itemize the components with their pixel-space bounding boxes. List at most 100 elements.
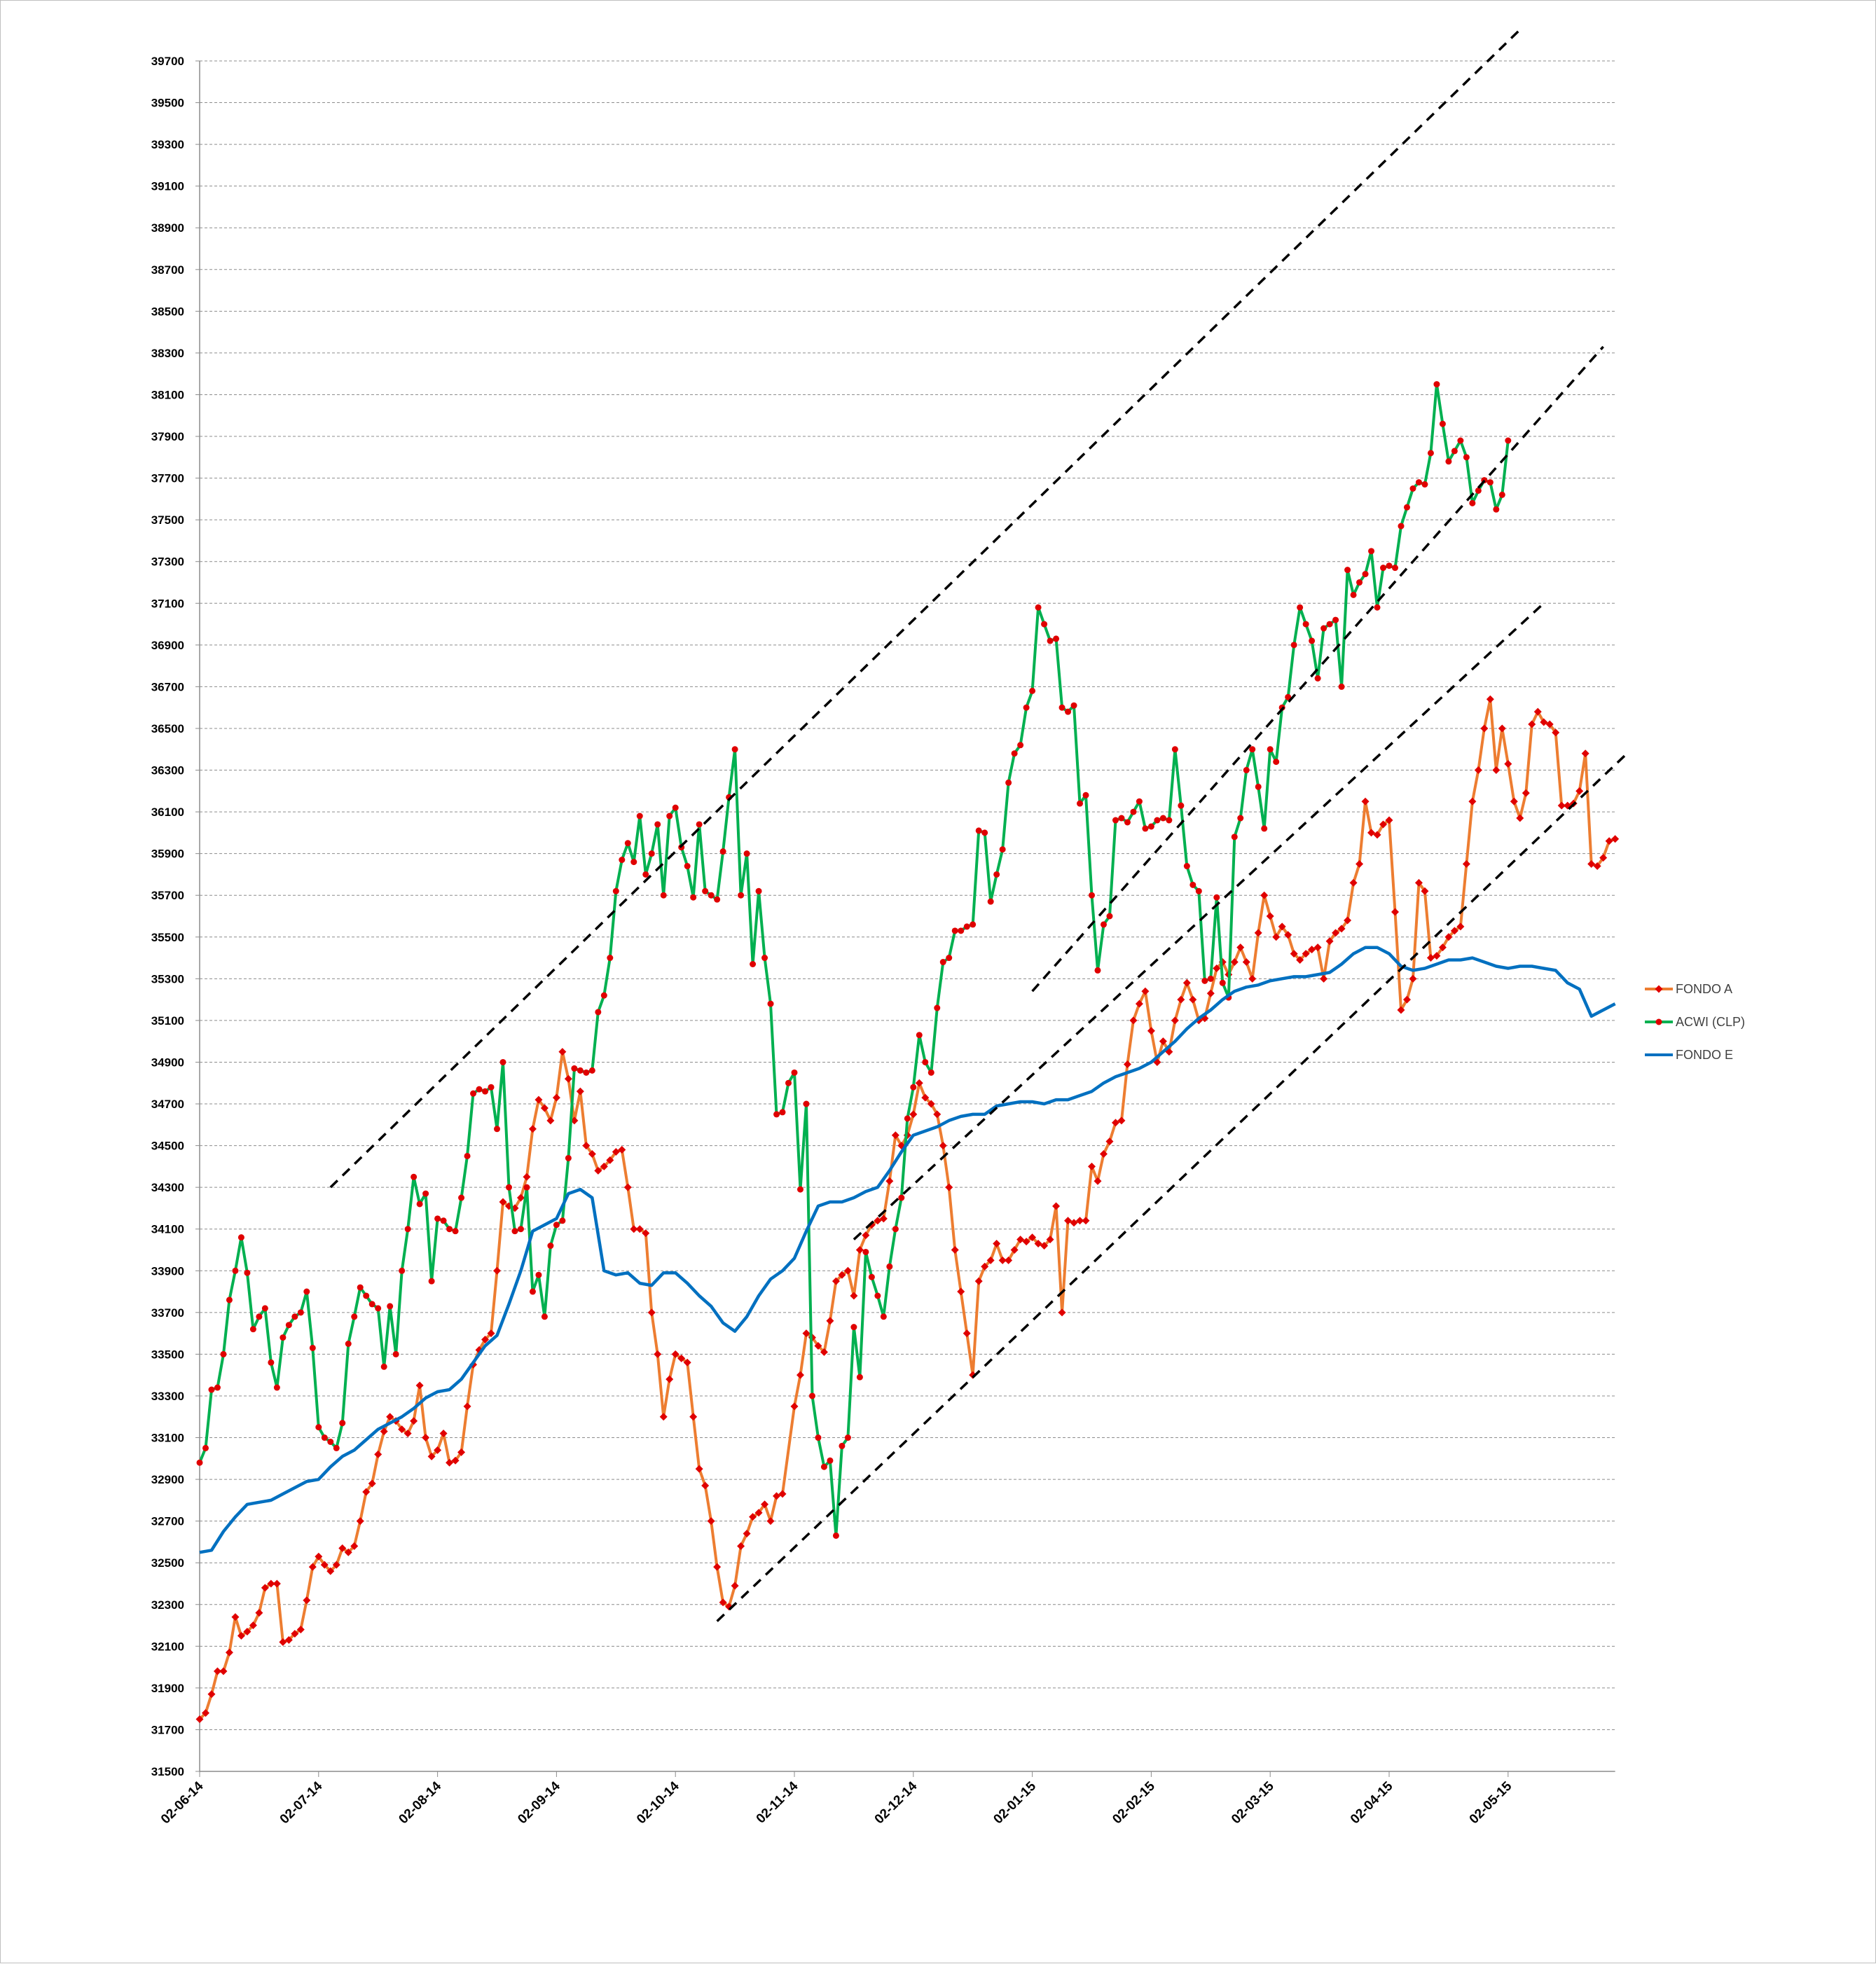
data-point-fondo-a (1094, 1177, 1102, 1185)
data-point-fondo-a (642, 1229, 650, 1238)
data-point-acwi-clp (1207, 975, 1214, 982)
data-point-acwi-clp (779, 1109, 786, 1116)
data-point-fondo-a (1016, 1236, 1025, 1244)
data-point-fondo-a (981, 1262, 989, 1271)
data-point-acwi-clp (1041, 621, 1048, 628)
data-point-acwi-clp (839, 1442, 846, 1449)
data-point-acwi-clp (470, 1090, 477, 1097)
data-point-acwi-clp (458, 1194, 465, 1201)
data-point-acwi-clp (660, 892, 667, 899)
y-tick-label: 37300 (151, 555, 184, 569)
data-point-acwi-clp (1314, 675, 1321, 682)
data-point-fondo-a (195, 1715, 204, 1724)
data-point-fondo-a (749, 1513, 757, 1521)
y-tick-label: 35300 (151, 972, 184, 986)
data-point-acwi-clp (1077, 800, 1084, 807)
data-point-acwi-clp (1029, 687, 1036, 694)
data-point-acwi-clp (886, 1263, 893, 1270)
y-tick-labels: 31500 31700 31900 32100 32300 32500 32700 32900… (151, 55, 184, 1778)
data-point-fondo-a (552, 1093, 560, 1102)
data-point-acwi-clp (196, 1459, 203, 1466)
data-point-acwi-clp (291, 1313, 298, 1320)
data-point-acwi-clp (351, 1313, 358, 1320)
data-point-acwi-clp (999, 846, 1006, 853)
data-point-fondo-a (986, 1256, 995, 1264)
data-point-fondo-a (939, 1142, 947, 1150)
y-tick-label: 36700 (151, 680, 184, 693)
y-tick-label: 32500 (151, 1556, 184, 1570)
data-point-acwi-clp (1136, 798, 1143, 805)
y-tick-label: 38900 (151, 221, 184, 235)
data-point-acwi-clp (202, 1444, 209, 1451)
data-point-acwi-clp (862, 1248, 869, 1255)
data-point-acwi-clp (1171, 746, 1178, 753)
data-point-acwi-clp (815, 1434, 822, 1441)
y-tick-label: 36500 (151, 722, 184, 735)
data-point-acwi-clp (244, 1269, 251, 1276)
data-point-fondo-a (1278, 922, 1286, 931)
data-point-acwi-clp (547, 1243, 554, 1250)
data-point-fondo-a (284, 1635, 293, 1644)
data-point-fondo-a (255, 1609, 263, 1617)
data-point-fondo-a (1385, 816, 1393, 824)
data-point-acwi-clp (970, 921, 977, 928)
data-point-acwi-clp (767, 1000, 774, 1007)
data-point-fondo-a (618, 1146, 626, 1154)
data-point-fondo-a (516, 1194, 525, 1202)
data-point-fondo-a (1462, 860, 1470, 869)
data-point-fondo-a (1522, 789, 1530, 797)
x-tick-label: 02-04-15 (1348, 1778, 1396, 1827)
y-tick-label: 33100 (151, 1432, 184, 1445)
data-point-fondo-a (1141, 987, 1150, 995)
data-point-acwi-clp (1053, 635, 1060, 642)
y-tick-label: 31900 (151, 1682, 184, 1695)
data-point-acwi-clp (392, 1350, 399, 1357)
data-point-acwi-clp (357, 1284, 364, 1291)
data-point-fondo-a (1082, 1217, 1090, 1225)
y-tick-label: 37100 (151, 597, 184, 610)
data-point-fondo-a (398, 1425, 406, 1434)
data-point-fondo-a (523, 1173, 531, 1181)
trend-lines (329, 29, 1628, 1622)
y-tick-label: 33500 (151, 1348, 184, 1361)
data-point-fondo-a (1379, 820, 1388, 829)
data-point-fondo-a (1302, 950, 1310, 958)
data-point-fondo-a (1575, 787, 1584, 795)
data-point-acwi-clp (1100, 921, 1107, 928)
series-lines (195, 381, 1620, 1724)
data-point-fondo-a (951, 1245, 959, 1254)
data-point-fondo-a (219, 1667, 228, 1675)
data-point-acwi-clp (1017, 742, 1024, 749)
data-point-fondo-a (879, 1215, 888, 1223)
data-point-fondo-a (1147, 1027, 1155, 1035)
data-point-acwi-clp (363, 1292, 370, 1299)
data-point-acwi-clp (987, 898, 994, 905)
data-point-acwi-clp (1415, 479, 1422, 486)
data-point-acwi-clp (1368, 548, 1375, 555)
data-point-fondo-a (1599, 854, 1608, 862)
data-point-acwi-clp (773, 1111, 780, 1118)
data-point-acwi-clp (422, 1190, 429, 1197)
data-point-fondo-a (1516, 814, 1524, 822)
legend-item-fondo-a: FONDO A (1645, 982, 1732, 996)
data-point-fondo-a (1605, 837, 1613, 845)
data-point-fondo-a (1397, 1006, 1405, 1014)
x-tick-label: 02-08-14 (396, 1778, 445, 1827)
data-point-fondo-a (1540, 718, 1548, 726)
data-point-acwi-clp (464, 1152, 471, 1159)
data-point-fondo-a (1010, 1245, 1019, 1254)
data-point-acwi-clp (820, 1463, 827, 1470)
data-point-fondo-a (737, 1542, 745, 1550)
data-point-acwi-clp (1124, 819, 1131, 826)
data-point-acwi-clp (904, 1115, 911, 1122)
data-point-acwi-clp (946, 955, 953, 962)
data-point-fondo-a (279, 1638, 287, 1646)
data-point-acwi-clp (832, 1532, 839, 1539)
data-point-fondo-a (1587, 860, 1596, 869)
data-point-acwi-clp (237, 1234, 244, 1241)
data-point-acwi-clp (249, 1326, 256, 1333)
data-point-acwi-clp (1267, 746, 1274, 753)
data-point-fondo-a (1189, 995, 1197, 1004)
data-point-fondo-a (998, 1256, 1007, 1264)
data-point-fondo-a (534, 1095, 543, 1104)
